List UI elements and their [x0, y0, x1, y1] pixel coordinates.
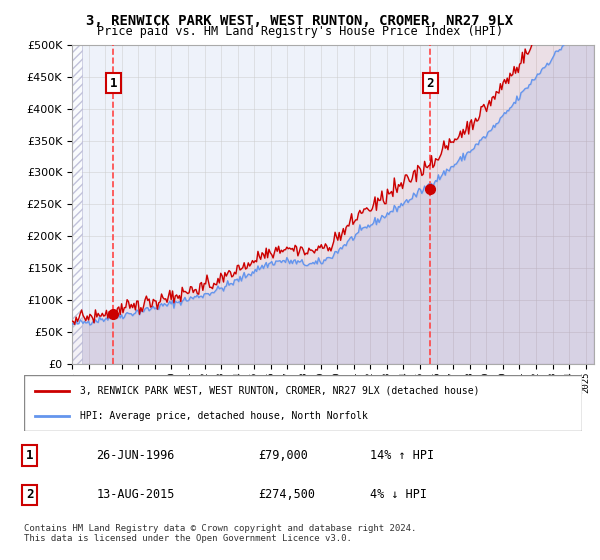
Text: 3, RENWICK PARK WEST, WEST RUNTON, CROMER, NR27 9LX (detached house): 3, RENWICK PARK WEST, WEST RUNTON, CROME… — [80, 386, 479, 396]
Text: £274,500: £274,500 — [259, 488, 316, 501]
Text: 14% ↑ HPI: 14% ↑ HPI — [370, 449, 434, 462]
Text: 2: 2 — [26, 488, 34, 501]
Text: 3, RENWICK PARK WEST, WEST RUNTON, CROMER, NR27 9LX: 3, RENWICK PARK WEST, WEST RUNTON, CROME… — [86, 14, 514, 28]
Text: 1: 1 — [26, 449, 34, 462]
Text: 4% ↓ HPI: 4% ↓ HPI — [370, 488, 427, 501]
FancyBboxPatch shape — [24, 375, 582, 431]
Text: 13-AUG-2015: 13-AUG-2015 — [97, 488, 175, 501]
Text: 26-JUN-1996: 26-JUN-1996 — [97, 449, 175, 462]
Text: 2: 2 — [427, 77, 434, 90]
Bar — [72, 45, 82, 364]
Text: 1: 1 — [109, 77, 117, 90]
Text: £79,000: £79,000 — [259, 449, 308, 462]
Text: Contains HM Land Registry data © Crown copyright and database right 2024.
This d: Contains HM Land Registry data © Crown c… — [24, 524, 416, 543]
Text: Price paid vs. HM Land Registry's House Price Index (HPI): Price paid vs. HM Land Registry's House … — [97, 25, 503, 38]
Text: HPI: Average price, detached house, North Norfolk: HPI: Average price, detached house, Nort… — [80, 410, 368, 421]
